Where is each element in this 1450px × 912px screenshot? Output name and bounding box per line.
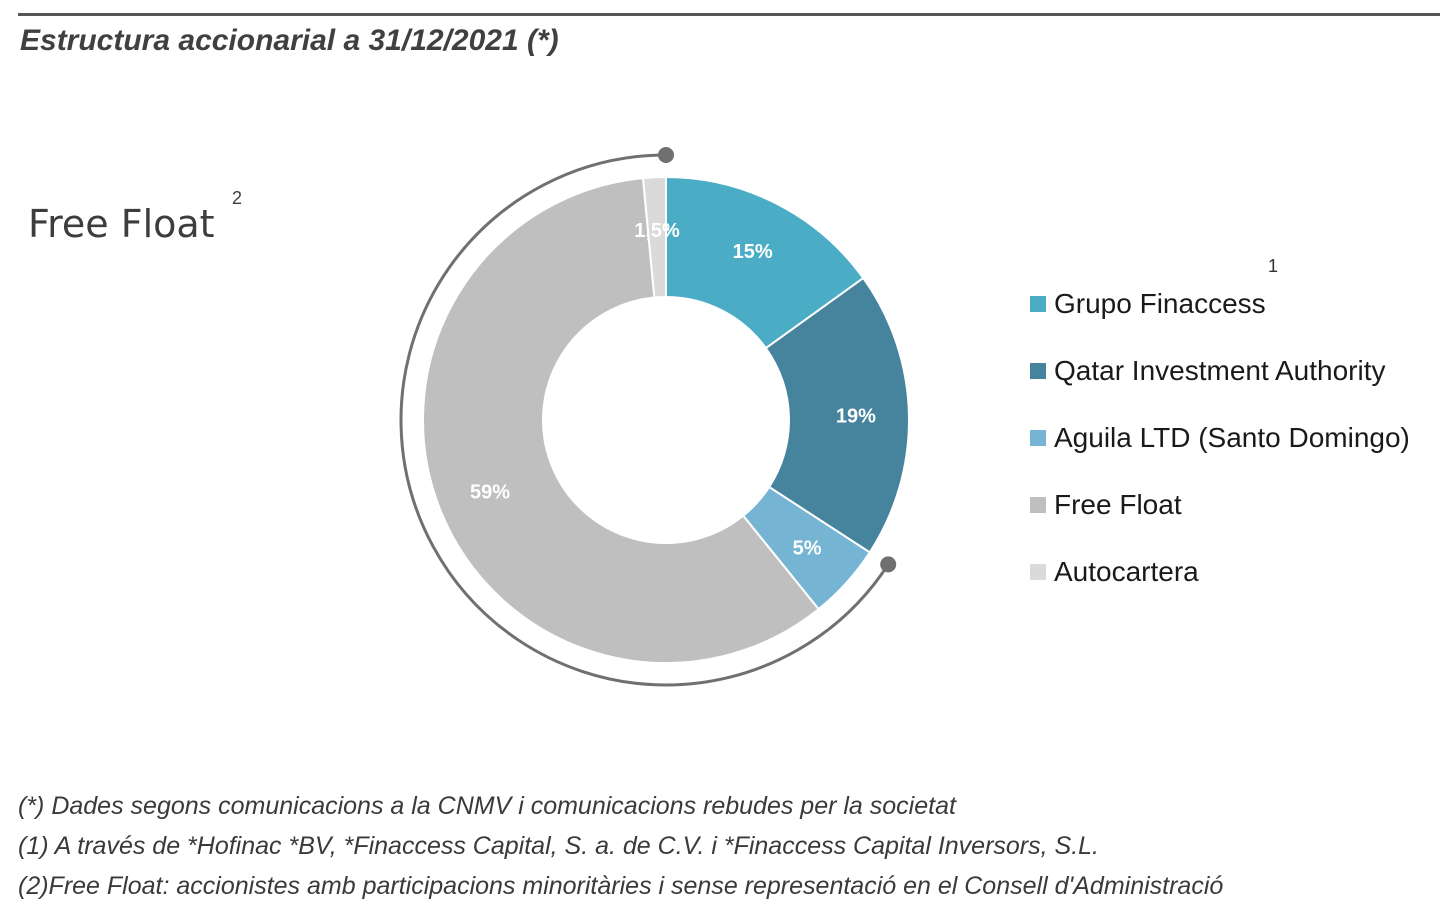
legend-item-free-float: Free Float	[1030, 471, 1410, 538]
free-float-footnote-marker: 2	[232, 188, 243, 208]
legend-item-grupo-finaccess: Grupo Finaccess 1	[1030, 256, 1410, 337]
slice-free-float	[422, 176, 820, 664]
footnote-general: (*) Dades segons comunicacions a la CNMV…	[18, 792, 956, 820]
legend-swatch	[1030, 295, 1046, 312]
free-float-bracket-arc	[399, 153, 890, 687]
legend-item-qatar-investment-authority: Qatar Investment Authority	[1030, 337, 1410, 404]
free-float-bracket-start-dot	[880, 556, 897, 573]
legend-label: Qatar Investment Authority	[1054, 354, 1386, 386]
slice-grupo-finaccess	[665, 175, 865, 350]
footnote-1: (1) A través de *Hofinac *BV, *Finaccess…	[18, 832, 1099, 860]
legend-label: Grupo Finaccess	[1054, 287, 1266, 319]
legend-label: Autocartera	[1054, 555, 1199, 587]
legend-swatch	[1030, 429, 1046, 446]
legend-swatch	[1030, 563, 1046, 580]
legend-label: Aguila LTD (Santo Domingo)	[1054, 421, 1410, 453]
legend-label: Free Float	[1054, 488, 1182, 520]
legend: Grupo Finaccess 1 Qatar Investment Authori…	[1030, 256, 1410, 605]
chart-title: Estructura accionarial a 31/12/2021 (*)	[20, 24, 559, 57]
footnotes: (*) Dades segons comunicacions a la CNMV…	[18, 786, 1223, 906]
top-rule	[18, 13, 1440, 16]
free-float-bracket-label: Free Float	[28, 202, 215, 246]
data-label-autocartera: 1,5%	[634, 220, 680, 242]
legend-swatch	[1030, 362, 1046, 379]
legend-swatch	[1030, 496, 1046, 513]
free-float-bracket-end-dot	[658, 147, 674, 163]
data-label-qatar-investment-authority: 19%	[836, 406, 876, 428]
data-label-free-float: 59%	[470, 482, 510, 504]
footnote-2: (2)Free Float: accionistes amb participa…	[18, 872, 1224, 900]
donut-chart: 15% 19% 5% 59% 1,5%	[399, 147, 910, 687]
legend-item-autocartera: Autocartera	[1030, 538, 1410, 605]
slice-qatar-investment-authority	[764, 276, 910, 554]
data-label-grupo-finaccess: 15%	[733, 241, 773, 263]
legend-item-aguila-ltd-santo-domingo: Aguila LTD (Santo Domingo)	[1030, 404, 1410, 471]
data-label-aguila-ltd-santo-domingo: 5%	[793, 537, 822, 559]
legend-footnote-marker: 1	[1268, 256, 1279, 276]
slice-autocartera	[641, 175, 667, 299]
